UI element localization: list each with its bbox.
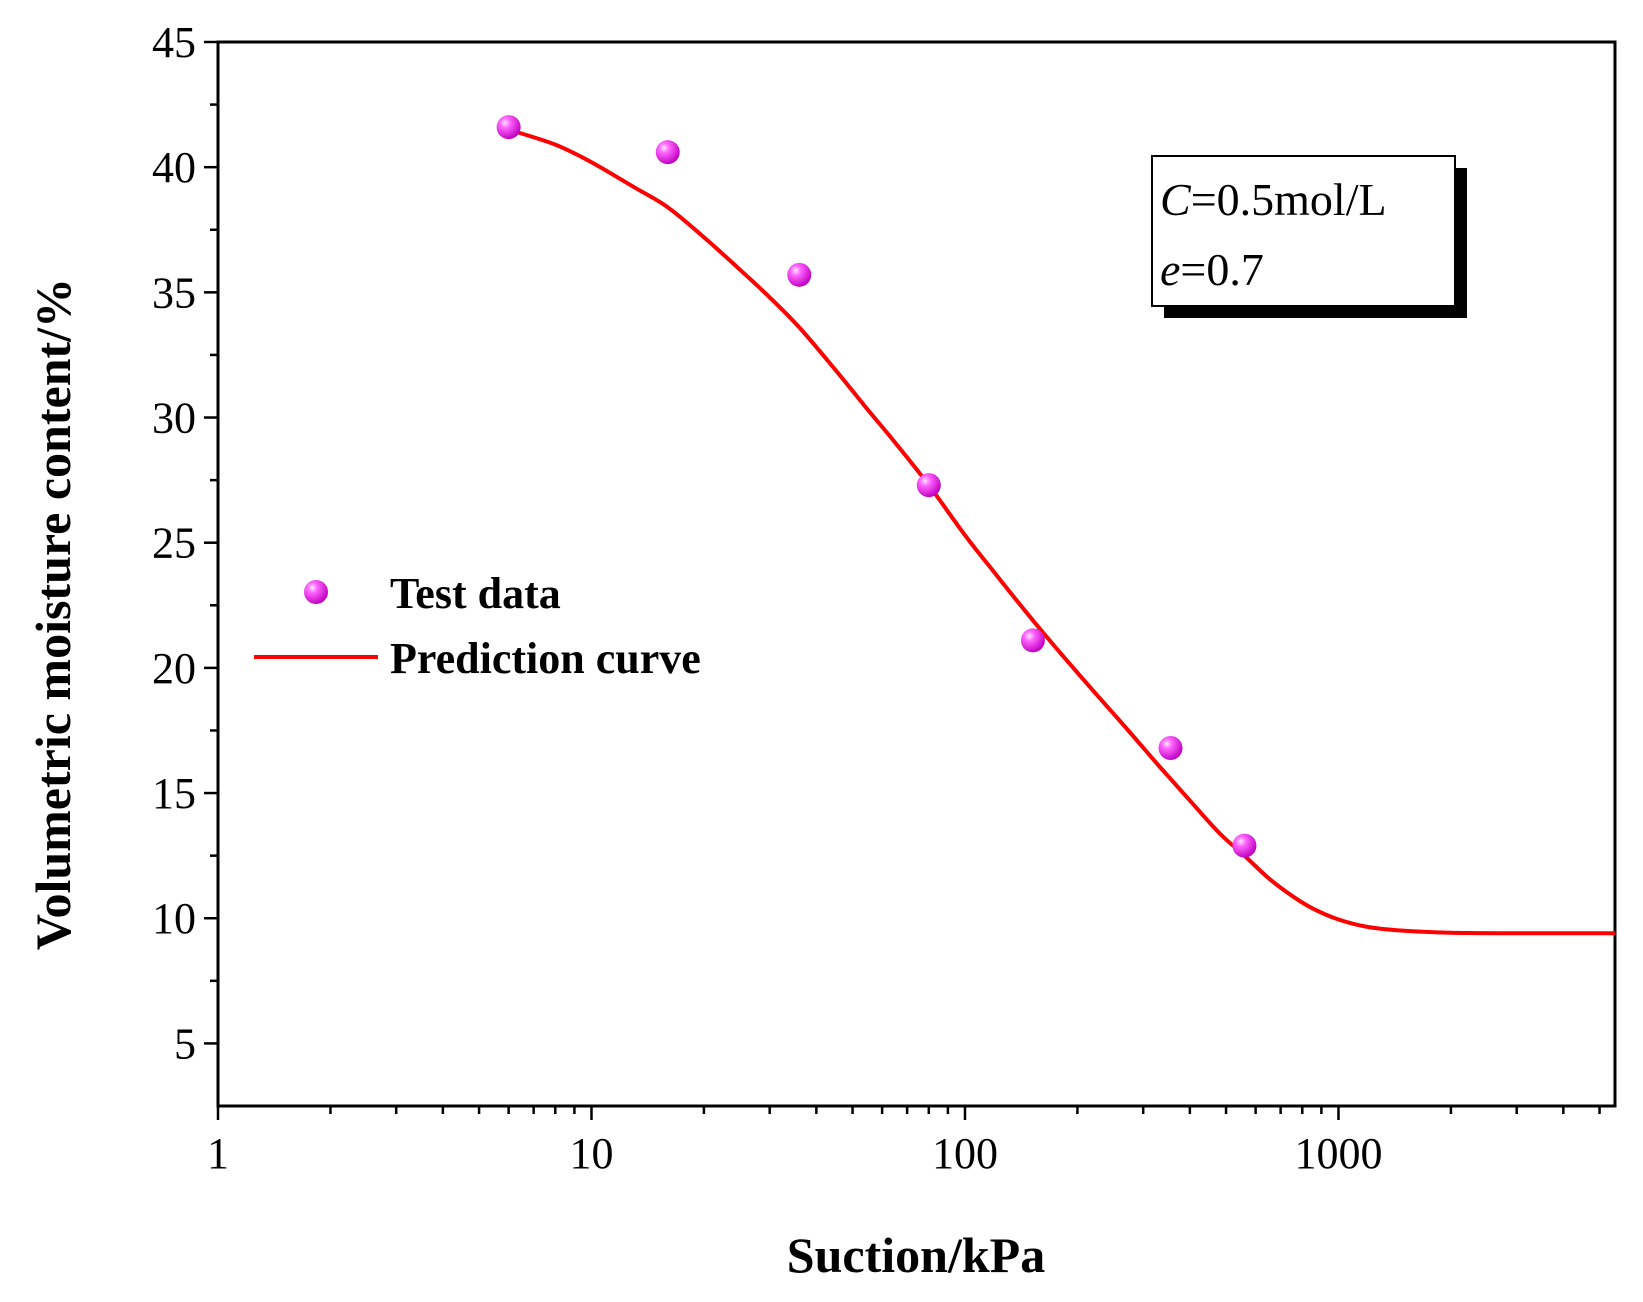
y-axis-title: Volumetric moisture content/% — [25, 278, 81, 950]
annotation-value-e: =0.7 — [1180, 244, 1263, 295]
series-layer — [496, 115, 1615, 936]
annotation-line-1: C=0.5mol/L — [1160, 174, 1387, 225]
test-data-point — [1232, 833, 1257, 858]
test-data-point — [1158, 735, 1183, 760]
legend-marker-test-data — [304, 580, 328, 604]
test-data-point — [787, 262, 812, 287]
legend-label-test-data: Test data — [390, 569, 561, 618]
x-axis-title: Suction/kPa — [787, 1227, 1045, 1283]
annotation-value-c: =0.5mol/L — [1191, 174, 1387, 225]
y-tick-label: 45 — [152, 18, 196, 67]
annotation-box: C=0.5mol/L e=0.7 — [1151, 155, 1467, 318]
annotation-line-2: e=0.7 — [1160, 244, 1264, 295]
y-tick-label: 25 — [152, 519, 196, 568]
test-data-point — [655, 140, 680, 165]
y-tick-label: 30 — [152, 394, 196, 443]
y-tick-label: 15 — [152, 769, 196, 818]
y-tick-label: 10 — [152, 894, 196, 943]
x-tick-label: 1000 — [1294, 1129, 1382, 1178]
annotation-var-e: e — [1160, 244, 1180, 295]
y-axis: 5 10 15 20 25 30 35 40 45 — [152, 18, 218, 1068]
plot-frame — [216, 40, 1617, 1108]
y-tick-label: 40 — [152, 143, 196, 192]
test-data-point — [496, 115, 521, 140]
legend-label-prediction: Prediction curve — [390, 634, 701, 683]
x-tick-label: 1 — [207, 1129, 229, 1178]
x-axis: 1 10 100 1000 — [207, 1106, 1601, 1178]
test-data-point — [1020, 628, 1045, 653]
annotation-panel — [1151, 155, 1456, 307]
x-tick-label: 100 — [932, 1129, 998, 1178]
y-tick-label: 20 — [152, 644, 196, 693]
y-tick-label: 35 — [152, 268, 196, 317]
y-tick-label: 5 — [174, 1019, 196, 1068]
legend: Test data Prediction curve — [254, 569, 701, 683]
x-tick-label: 10 — [569, 1129, 613, 1178]
prediction-curve — [507, 127, 1615, 936]
test-data-point — [916, 473, 941, 498]
annotation-var-c: C — [1160, 174, 1192, 225]
